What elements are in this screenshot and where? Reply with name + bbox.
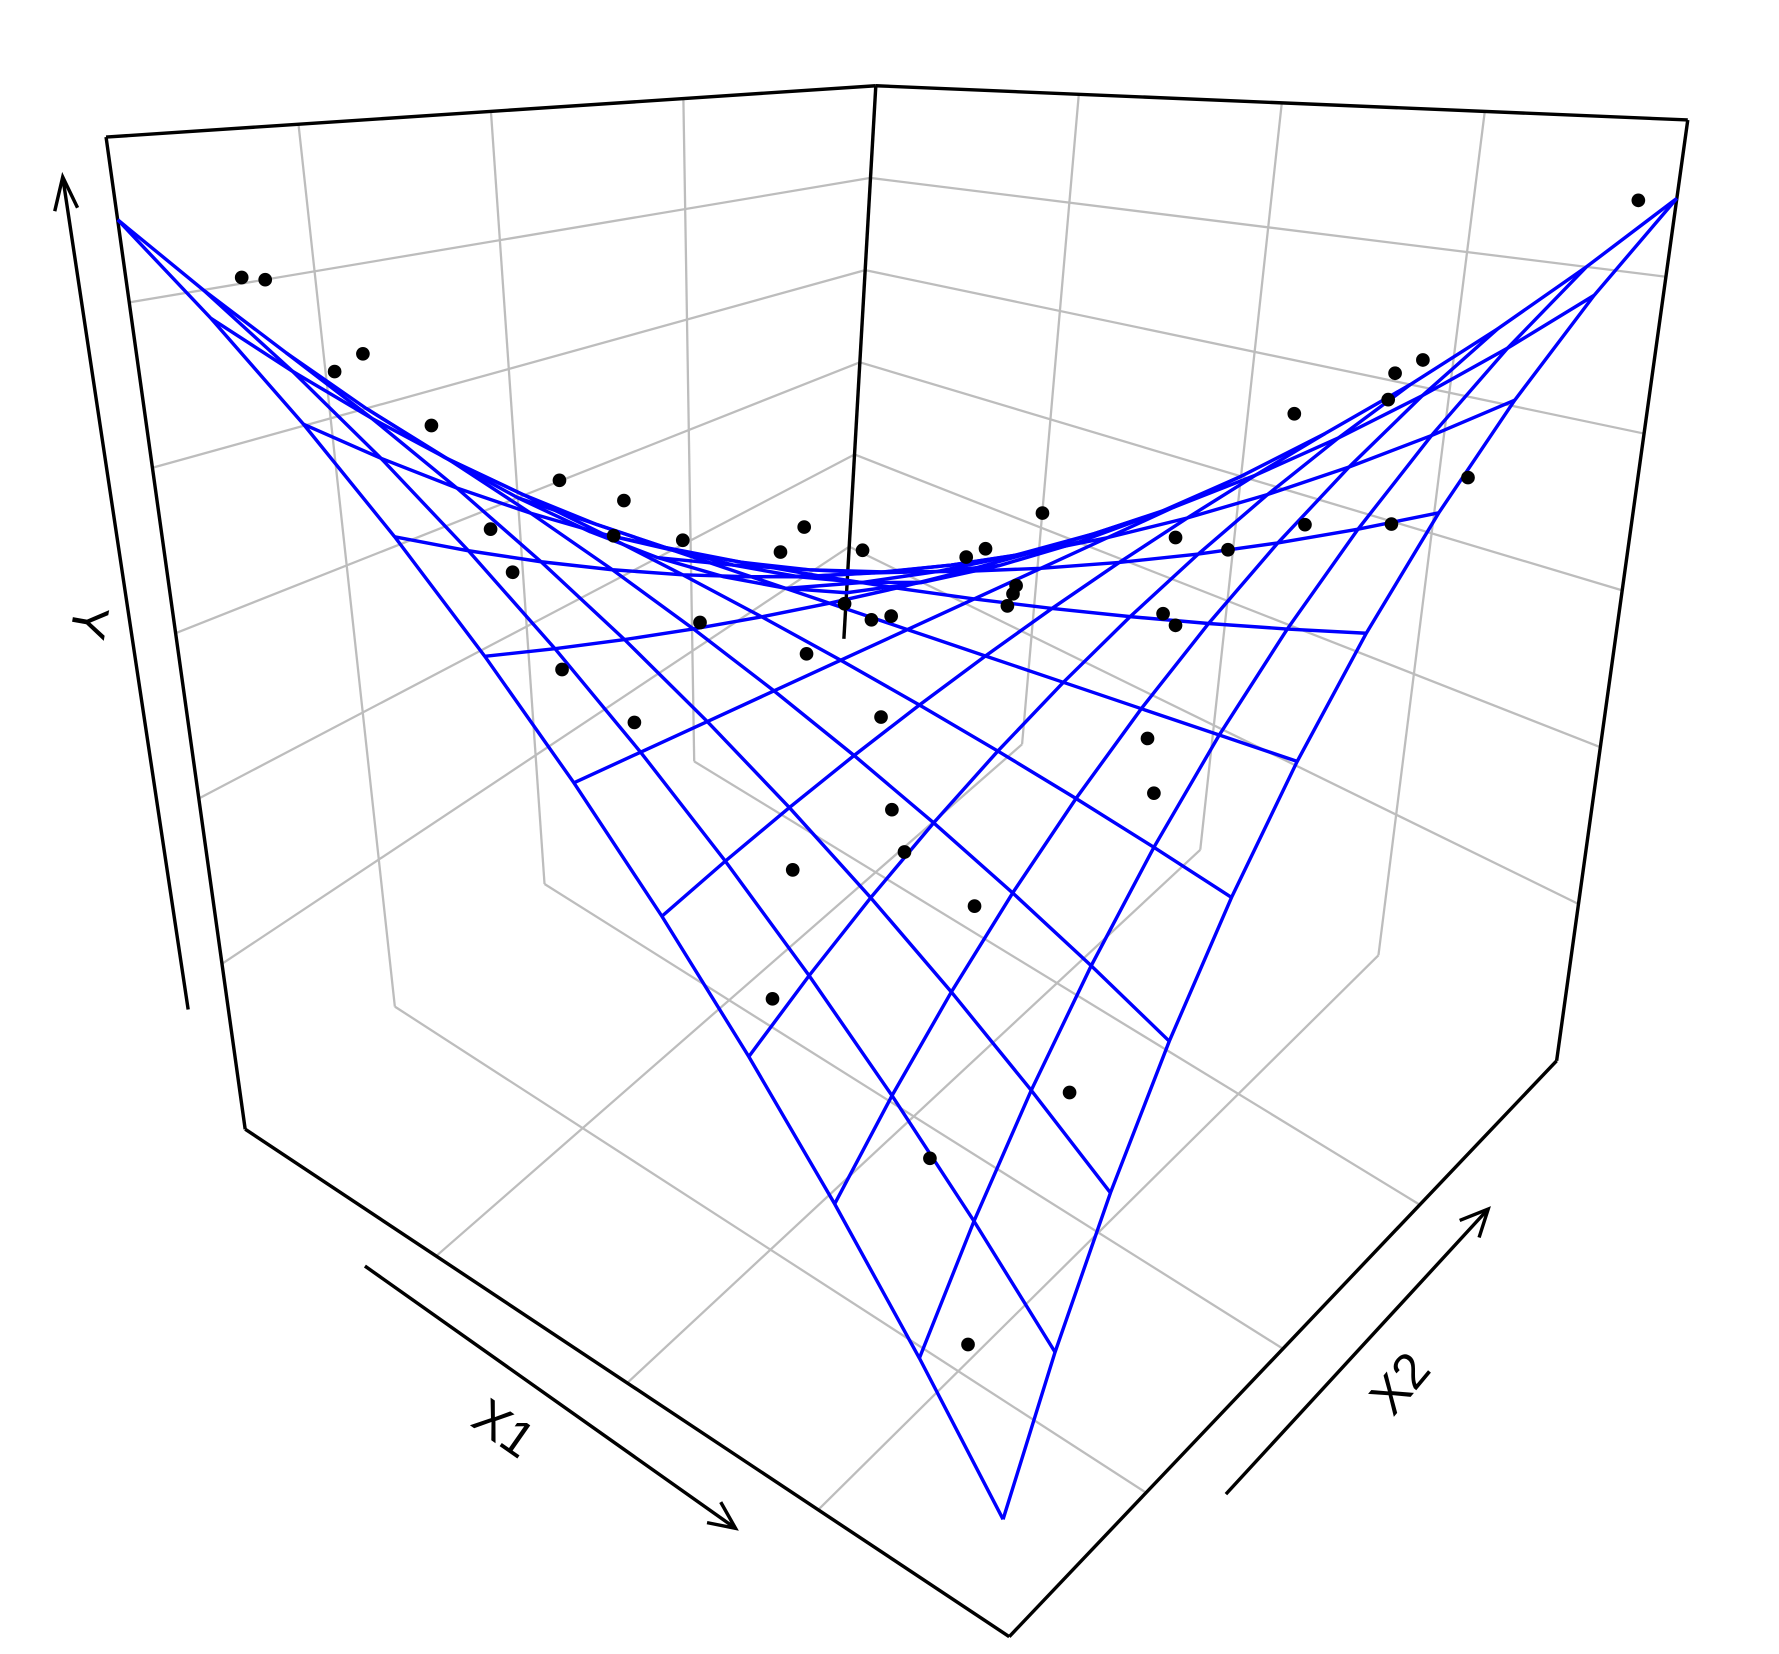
data-point (1147, 786, 1161, 800)
box-edge (105, 84, 876, 139)
data-point (1168, 618, 1183, 633)
data-point (1461, 470, 1475, 485)
data-point (885, 802, 899, 817)
box-edge (1008, 1059, 1558, 1638)
box-edge (1554, 119, 1690, 1062)
data-point (1381, 392, 1396, 407)
surface-mesh-line (394, 535, 1079, 579)
data-point (627, 715, 642, 730)
x1-arrow (363, 1264, 737, 1530)
x2-arrow-head (1459, 1206, 1491, 1239)
box-edge (842, 85, 878, 639)
data-point (693, 615, 707, 630)
surface-mesh-line (365, 407, 1171, 1043)
surface-mesh-line (833, 327, 1499, 1205)
y-arrow-head (53, 171, 80, 212)
wall-grid-line (198, 453, 856, 800)
data-point (855, 543, 870, 558)
floor-grid-line (543, 883, 1284, 1350)
data-point (1384, 517, 1399, 531)
wall-grid-line (864, 268, 1645, 435)
wall-grid-line (221, 545, 850, 965)
data-point (1062, 1085, 1077, 1100)
box-edge (104, 136, 247, 1130)
data-point (785, 863, 800, 877)
data-point (1140, 731, 1155, 746)
surface-mesh-line (747, 383, 1412, 1058)
data-point (799, 647, 814, 661)
x2-arrow (1224, 1207, 1490, 1496)
data-point (1168, 530, 1183, 545)
data-point (555, 662, 569, 677)
surface-mesh-line (285, 351, 1112, 1194)
surface-mesh-line (116, 218, 847, 595)
x1-axis-label: X1 (463, 1388, 545, 1469)
floor-grid-line (394, 1005, 1147, 1494)
data-point (552, 473, 567, 488)
data-point (967, 899, 982, 913)
surface-mesh-line (202, 288, 1057, 1354)
axis-arrows (53, 171, 1491, 1531)
box-edge (875, 84, 1688, 122)
surface-mesh-line (917, 265, 1588, 1359)
data-point (327, 364, 342, 379)
data-point (1000, 599, 1015, 613)
x1-arrow-head (706, 1501, 739, 1531)
data-point (1416, 353, 1430, 367)
surface-mesh-line (573, 474, 1242, 785)
data-point (234, 270, 249, 285)
data-point (356, 346, 370, 361)
data-point (864, 612, 879, 627)
surface-mesh-line (484, 510, 1160, 659)
data-point (424, 418, 439, 433)
data-point (1298, 517, 1312, 532)
surface-mesh-line (660, 432, 1326, 918)
data-point (765, 991, 780, 1006)
data-point (874, 710, 888, 724)
surface-mesh-line (210, 317, 923, 585)
box-edge (244, 1127, 1011, 1639)
data-point (837, 596, 852, 611)
data-point (1631, 193, 1646, 208)
data-point (797, 520, 812, 534)
data-point (617, 493, 631, 508)
wall-grid-line (129, 176, 871, 304)
data-point (675, 533, 690, 548)
data-point (978, 541, 993, 556)
y-arrow (61, 176, 190, 1010)
data-point (884, 609, 899, 623)
data-point (1388, 366, 1402, 381)
data-point (1009, 578, 1023, 593)
wall-grid-line (870, 176, 1667, 278)
data-point (773, 545, 788, 559)
data-point (897, 845, 912, 859)
surface-mesh-line (1001, 197, 1679, 1520)
wall-grid-line (152, 269, 866, 469)
wall-grid-line (848, 545, 1579, 906)
data-point (961, 1337, 975, 1352)
data-point (1035, 506, 1050, 520)
x2-axis-label: X2 (1359, 1342, 1441, 1425)
data-point (483, 522, 498, 536)
y-axis-label: Y (59, 601, 120, 644)
data-point (1287, 406, 1302, 421)
data-point (1221, 542, 1235, 557)
data-point (258, 272, 273, 287)
data-point (959, 550, 974, 564)
data-point (1156, 606, 1170, 621)
data-point (923, 1151, 937, 1166)
data-point (505, 565, 520, 580)
data-point (606, 528, 621, 543)
